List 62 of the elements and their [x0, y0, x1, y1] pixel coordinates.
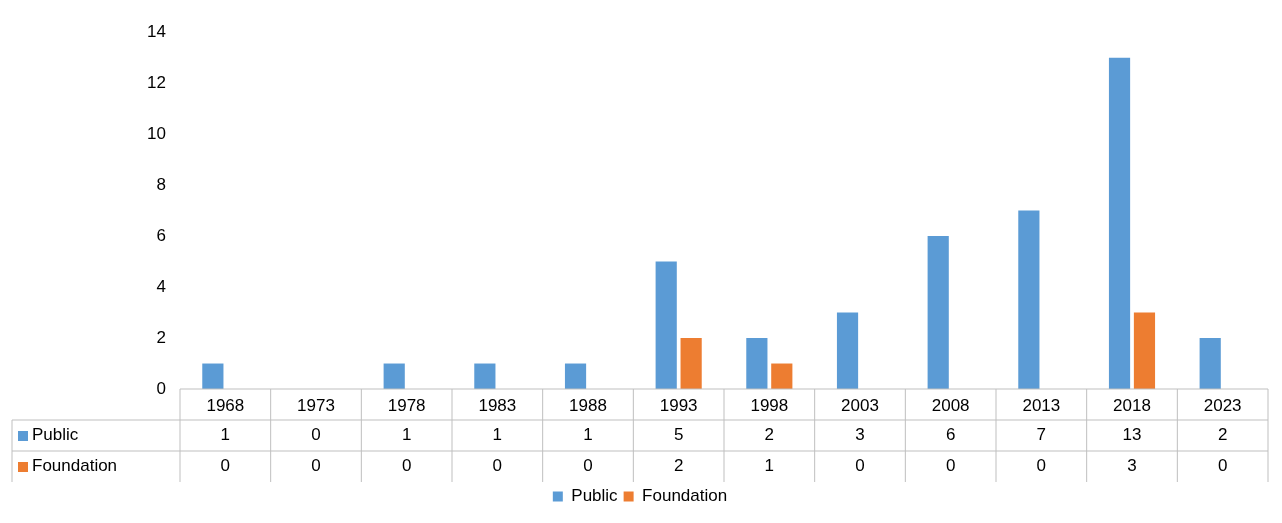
x-tick-label: 1998	[750, 395, 789, 415]
data-label: 0	[855, 456, 865, 476]
bar	[1133, 312, 1156, 389]
x-tick-label: 2003	[841, 395, 879, 415]
data-label: 0	[311, 425, 321, 445]
data-label: 0	[311, 456, 321, 476]
data-label: 0	[220, 456, 231, 476]
x-tick-label: 1988	[569, 395, 607, 415]
data-label: 1	[492, 425, 503, 445]
x-tick-label: 1973	[297, 395, 335, 415]
bar	[927, 236, 949, 389]
x-tick-label: 2018	[1113, 395, 1151, 415]
y-tick-label: 14	[147, 21, 166, 41]
data-label: 13	[1122, 425, 1142, 445]
y-tick-label: 0	[156, 378, 166, 398]
data-label: 0	[401, 456, 412, 476]
x-tick-label: 1978	[387, 395, 426, 415]
bar	[564, 363, 587, 389]
y-tick-label: 2	[156, 327, 166, 347]
data-label: 0	[583, 456, 593, 476]
x-tick-label: 1993	[659, 395, 698, 415]
y-tick-label: 4	[156, 276, 166, 296]
x-tick-label: 2023	[1203, 395, 1242, 415]
data-label: 1	[220, 425, 231, 445]
y-tick-label: 10	[147, 123, 166, 143]
bar	[655, 261, 677, 389]
data-label: 5	[673, 425, 684, 445]
bar	[202, 363, 224, 389]
bar	[746, 338, 768, 389]
bar	[1018, 210, 1040, 389]
text: Public	[32, 425, 79, 445]
data-label: 1	[401, 425, 412, 445]
x-tick-label: 2008	[931, 395, 970, 415]
data-label: 0	[945, 456, 956, 476]
data-label: 0	[492, 456, 503, 476]
x-tick-label: 2013	[1022, 395, 1061, 415]
data-label: 6	[945, 425, 956, 445]
data-label: 2	[764, 425, 775, 445]
y-tick-label: 6	[156, 225, 166, 245]
data-label: 0	[1217, 456, 1228, 476]
bar	[836, 312, 859, 389]
legend-label: Foundation	[642, 486, 728, 506]
data-label: 0	[1036, 456, 1047, 476]
bar	[1199, 338, 1221, 389]
legend-label: Public	[571, 486, 619, 506]
y-tick-label: 8	[156, 174, 166, 194]
bar	[771, 363, 793, 389]
bar	[474, 363, 496, 389]
x-tick-label: 1968	[206, 395, 245, 415]
text: Foundation	[32, 456, 118, 476]
x-tick-label: 1983	[478, 395, 517, 415]
data-label: 3	[855, 425, 865, 445]
data-label: 7	[1036, 425, 1047, 445]
data-label: 3	[1127, 456, 1137, 476]
data-label: 2	[673, 456, 684, 476]
bar	[383, 363, 405, 389]
y-tick-label: 12	[147, 72, 166, 92]
data-label: 2	[1217, 425, 1228, 445]
data-label: 1	[764, 456, 775, 476]
bar	[1108, 57, 1131, 389]
data-label: 1	[583, 425, 593, 445]
bar	[680, 338, 702, 389]
